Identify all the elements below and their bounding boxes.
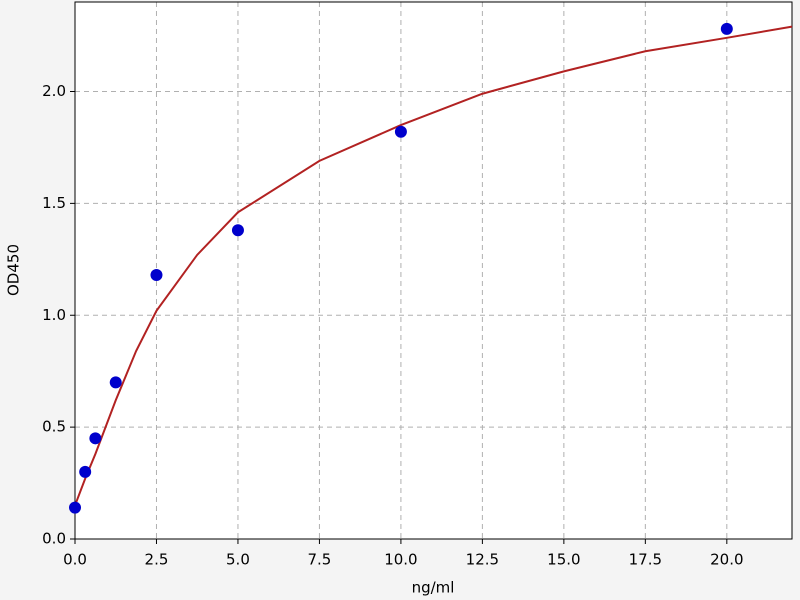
y-tick-label: 2.0 — [42, 82, 66, 100]
plot-frame — [74, 1, 793, 540]
y-tick-label: 1.0 — [42, 306, 66, 324]
x-axis-label: ng/ml — [412, 579, 455, 597]
data-point — [720, 22, 733, 35]
plot-area — [75, 2, 792, 539]
x-tick-label: 0.0 — [63, 551, 87, 569]
x-tick-label: 10.0 — [384, 551, 417, 569]
x-tick-label: 17.5 — [629, 551, 662, 569]
y-tick-label: 0.0 — [42, 530, 66, 548]
data-point — [150, 268, 163, 281]
x-tick-label: 20.0 — [710, 551, 743, 569]
x-tick-label: 12.5 — [466, 551, 499, 569]
x-tick-label: 7.5 — [308, 551, 332, 569]
data-point — [79, 465, 92, 478]
y-tick-label: 0.5 — [42, 418, 66, 436]
x-tick-label: 5.0 — [226, 551, 250, 569]
data-point — [231, 224, 244, 237]
data-point — [109, 376, 122, 389]
y-axis-label: OD450 — [5, 244, 23, 296]
x-tick-label: 2.5 — [145, 551, 169, 569]
data-point — [89, 432, 102, 445]
fit-curve — [74, 25, 793, 506]
x-tick-label: 15.0 — [547, 551, 580, 569]
y-tick-label: 1.5 — [42, 194, 66, 212]
data-point — [394, 125, 407, 138]
data-point — [69, 501, 81, 514]
